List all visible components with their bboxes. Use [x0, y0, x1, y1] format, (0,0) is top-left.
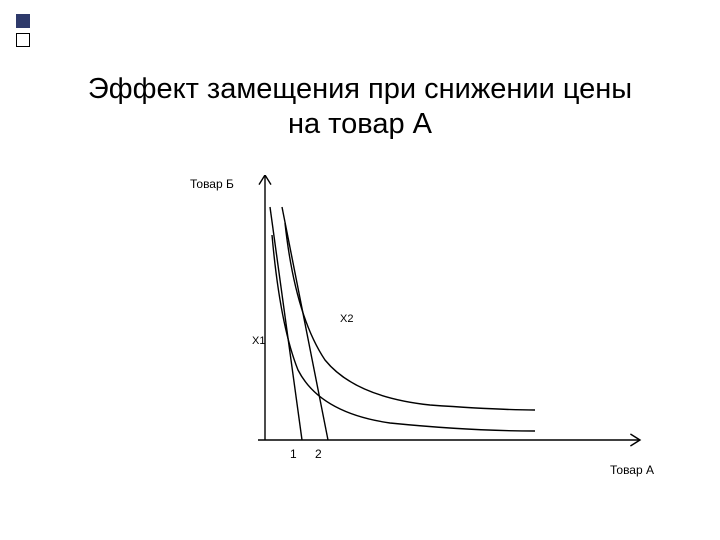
substitution-effect-chart: Товар Б Товар А Х1 Х2 1 2	[190, 175, 660, 485]
slide-bullets	[16, 14, 30, 52]
point-x1-label: Х1	[252, 335, 265, 347]
title-line-2: на товар А	[0, 107, 720, 142]
tick-1-label: 1	[290, 447, 297, 461]
bullet-empty	[16, 33, 30, 47]
point-x2-label: Х2	[340, 313, 353, 325]
y-axis-label: Товар Б	[190, 177, 234, 191]
x-axis-label: Товар А	[610, 463, 654, 477]
chart-svg	[190, 175, 660, 485]
slide-title: Эффект замещения при снижении цены на то…	[0, 72, 720, 143]
tick-2-label: 2	[315, 447, 322, 461]
bullet-filled	[16, 14, 30, 28]
title-line-1: Эффект замещения при снижении цены	[0, 72, 720, 107]
